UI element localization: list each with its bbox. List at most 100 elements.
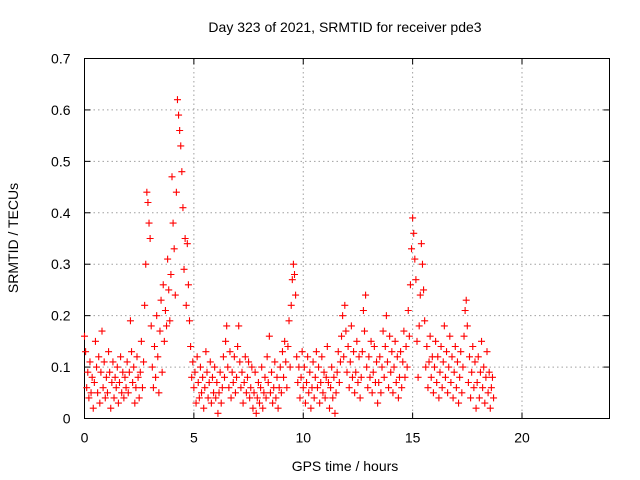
data-point	[467, 394, 475, 402]
data-point	[245, 358, 253, 366]
data-point	[253, 394, 261, 402]
data-point	[167, 271, 175, 278]
data-point	[363, 363, 371, 371]
data-point	[387, 368, 395, 376]
data-point	[333, 368, 341, 376]
data-point	[258, 363, 266, 371]
data-point	[275, 384, 283, 392]
data-point	[247, 384, 255, 392]
data-point	[377, 389, 385, 397]
data-point	[362, 291, 370, 299]
data-point	[208, 373, 216, 381]
data-point	[364, 384, 372, 392]
data-point	[236, 358, 244, 366]
data-point	[470, 384, 478, 392]
data-point	[469, 343, 477, 350]
x-tick-label: 15	[405, 430, 421, 446]
data-point	[86, 358, 94, 366]
y-tick-label: 0.5	[51, 153, 71, 169]
data-point	[453, 358, 461, 366]
data-point	[350, 348, 358, 356]
data-point	[392, 379, 400, 386]
data-point	[417, 240, 425, 248]
data-point	[271, 358, 279, 366]
data-point	[132, 384, 140, 392]
data-point	[201, 384, 209, 392]
data-point	[276, 363, 284, 371]
data-point	[463, 322, 471, 330]
data-point	[437, 343, 445, 350]
data-point	[171, 291, 179, 299]
data-point	[401, 373, 409, 381]
data-point	[273, 373, 281, 381]
data-point	[451, 343, 459, 350]
data-point	[170, 245, 178, 253]
data-point	[305, 389, 313, 397]
data-point	[199, 373, 207, 381]
data-point	[335, 379, 343, 386]
data-point	[195, 394, 203, 402]
data-point	[427, 373, 435, 381]
data-point	[96, 399, 104, 407]
data-point	[353, 337, 361, 345]
data-point	[121, 373, 129, 381]
data-point	[99, 384, 107, 392]
data-point	[223, 322, 231, 330]
data-point	[116, 379, 123, 386]
data-point	[370, 343, 378, 350]
data-point	[482, 373, 490, 381]
data-point	[206, 358, 214, 366]
data-point	[466, 353, 473, 361]
data-point	[483, 348, 491, 356]
data-point	[380, 373, 388, 381]
data-point	[252, 409, 260, 417]
data-point	[354, 379, 362, 386]
data-point	[135, 394, 143, 402]
data-point	[389, 389, 397, 397]
data-point	[144, 199, 152, 206]
data-point	[101, 394, 109, 402]
data-point	[134, 373, 142, 381]
data-point	[456, 373, 464, 381]
data-point	[274, 404, 282, 412]
data-point	[390, 363, 398, 371]
data-point	[366, 373, 374, 381]
data-point	[190, 384, 198, 392]
data-point	[111, 373, 119, 381]
data-point	[126, 317, 134, 325]
y-tick-label: 0.6	[51, 102, 71, 118]
data-point	[408, 245, 416, 253]
data-point	[422, 363, 430, 371]
data-point	[460, 332, 468, 340]
data-point	[328, 363, 336, 371]
data-point	[172, 188, 180, 196]
data-point	[130, 363, 138, 371]
data-point	[272, 394, 280, 402]
data-point	[175, 111, 183, 119]
data-point	[216, 368, 224, 376]
data-point	[397, 348, 405, 356]
data-point	[449, 394, 457, 402]
data-point	[440, 322, 448, 330]
data-point	[169, 219, 177, 227]
data-point	[374, 399, 382, 407]
data-point	[386, 332, 394, 340]
data-point	[348, 373, 356, 381]
data-point	[373, 358, 381, 366]
data-point	[180, 265, 188, 273]
data-point	[303, 379, 311, 386]
data-point	[91, 337, 99, 345]
data-point	[365, 353, 373, 361]
data-point	[159, 281, 167, 289]
data-point	[93, 363, 101, 371]
data-point	[388, 348, 396, 356]
data-point	[203, 368, 211, 376]
data-point	[178, 168, 186, 176]
data-point	[117, 353, 125, 361]
data-point	[298, 348, 306, 356]
data-point	[226, 348, 234, 356]
data-point	[153, 312, 161, 320]
data-point	[474, 353, 482, 361]
data-point	[473, 379, 481, 386]
data-point	[346, 358, 354, 366]
